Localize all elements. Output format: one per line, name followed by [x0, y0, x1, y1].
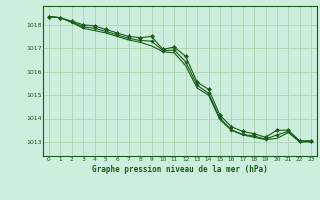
X-axis label: Graphe pression niveau de la mer (hPa): Graphe pression niveau de la mer (hPa): [92, 165, 268, 174]
